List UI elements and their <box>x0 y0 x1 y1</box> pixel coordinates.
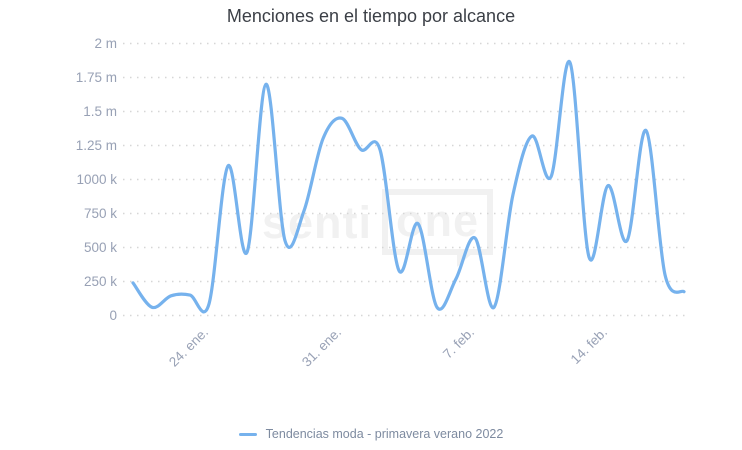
y-axis-label: 500 k <box>84 240 117 255</box>
x-axis-label: 14. feb. <box>568 325 610 367</box>
y-axis-label: 1.75 m <box>76 70 117 85</box>
series-line[interactable] <box>131 60 686 314</box>
y-axis-label: 1000 k <box>76 172 117 187</box>
x-axis-label: 7. feb. <box>440 325 477 362</box>
x-axis-label: 24. ene. <box>166 325 211 370</box>
legend-label: Tendencias moda - primavera verano 2022 <box>265 427 504 441</box>
x-axis-label: 31. ene. <box>299 325 344 370</box>
y-axis-label: 1.5 m <box>83 104 117 119</box>
y-axis-label: 0 <box>109 308 117 323</box>
y-axis-label: 2 m <box>94 36 117 51</box>
legend: Tendencias moda - primavera verano 2022 <box>0 427 742 441</box>
y-axis-label: 750 k <box>84 206 117 221</box>
y-axis-label: 250 k <box>84 274 117 289</box>
legend-item[interactable]: Tendencias moda - primavera verano 2022 <box>238 427 504 441</box>
y-axis-label: 1.25 m <box>76 138 117 153</box>
legend-line-marker-icon <box>238 432 257 436</box>
chart-title: Menciones en el tiempo por alcance <box>226 6 516 26</box>
